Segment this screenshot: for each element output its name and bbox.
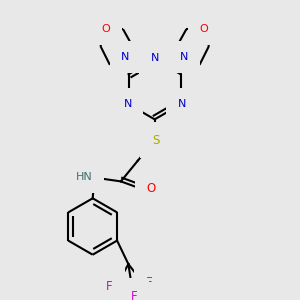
Text: N: N (121, 52, 129, 62)
Text: N: N (180, 52, 189, 62)
Text: O: O (146, 182, 156, 195)
Text: F: F (131, 290, 137, 300)
Text: N: N (124, 99, 132, 109)
Text: S: S (152, 134, 159, 146)
Text: N: N (151, 53, 159, 63)
Text: O: O (199, 24, 208, 34)
Text: O: O (102, 24, 110, 34)
Text: N: N (178, 99, 186, 109)
Text: HN: HN (76, 172, 93, 182)
Text: F: F (146, 276, 152, 290)
Text: F: F (106, 280, 113, 293)
